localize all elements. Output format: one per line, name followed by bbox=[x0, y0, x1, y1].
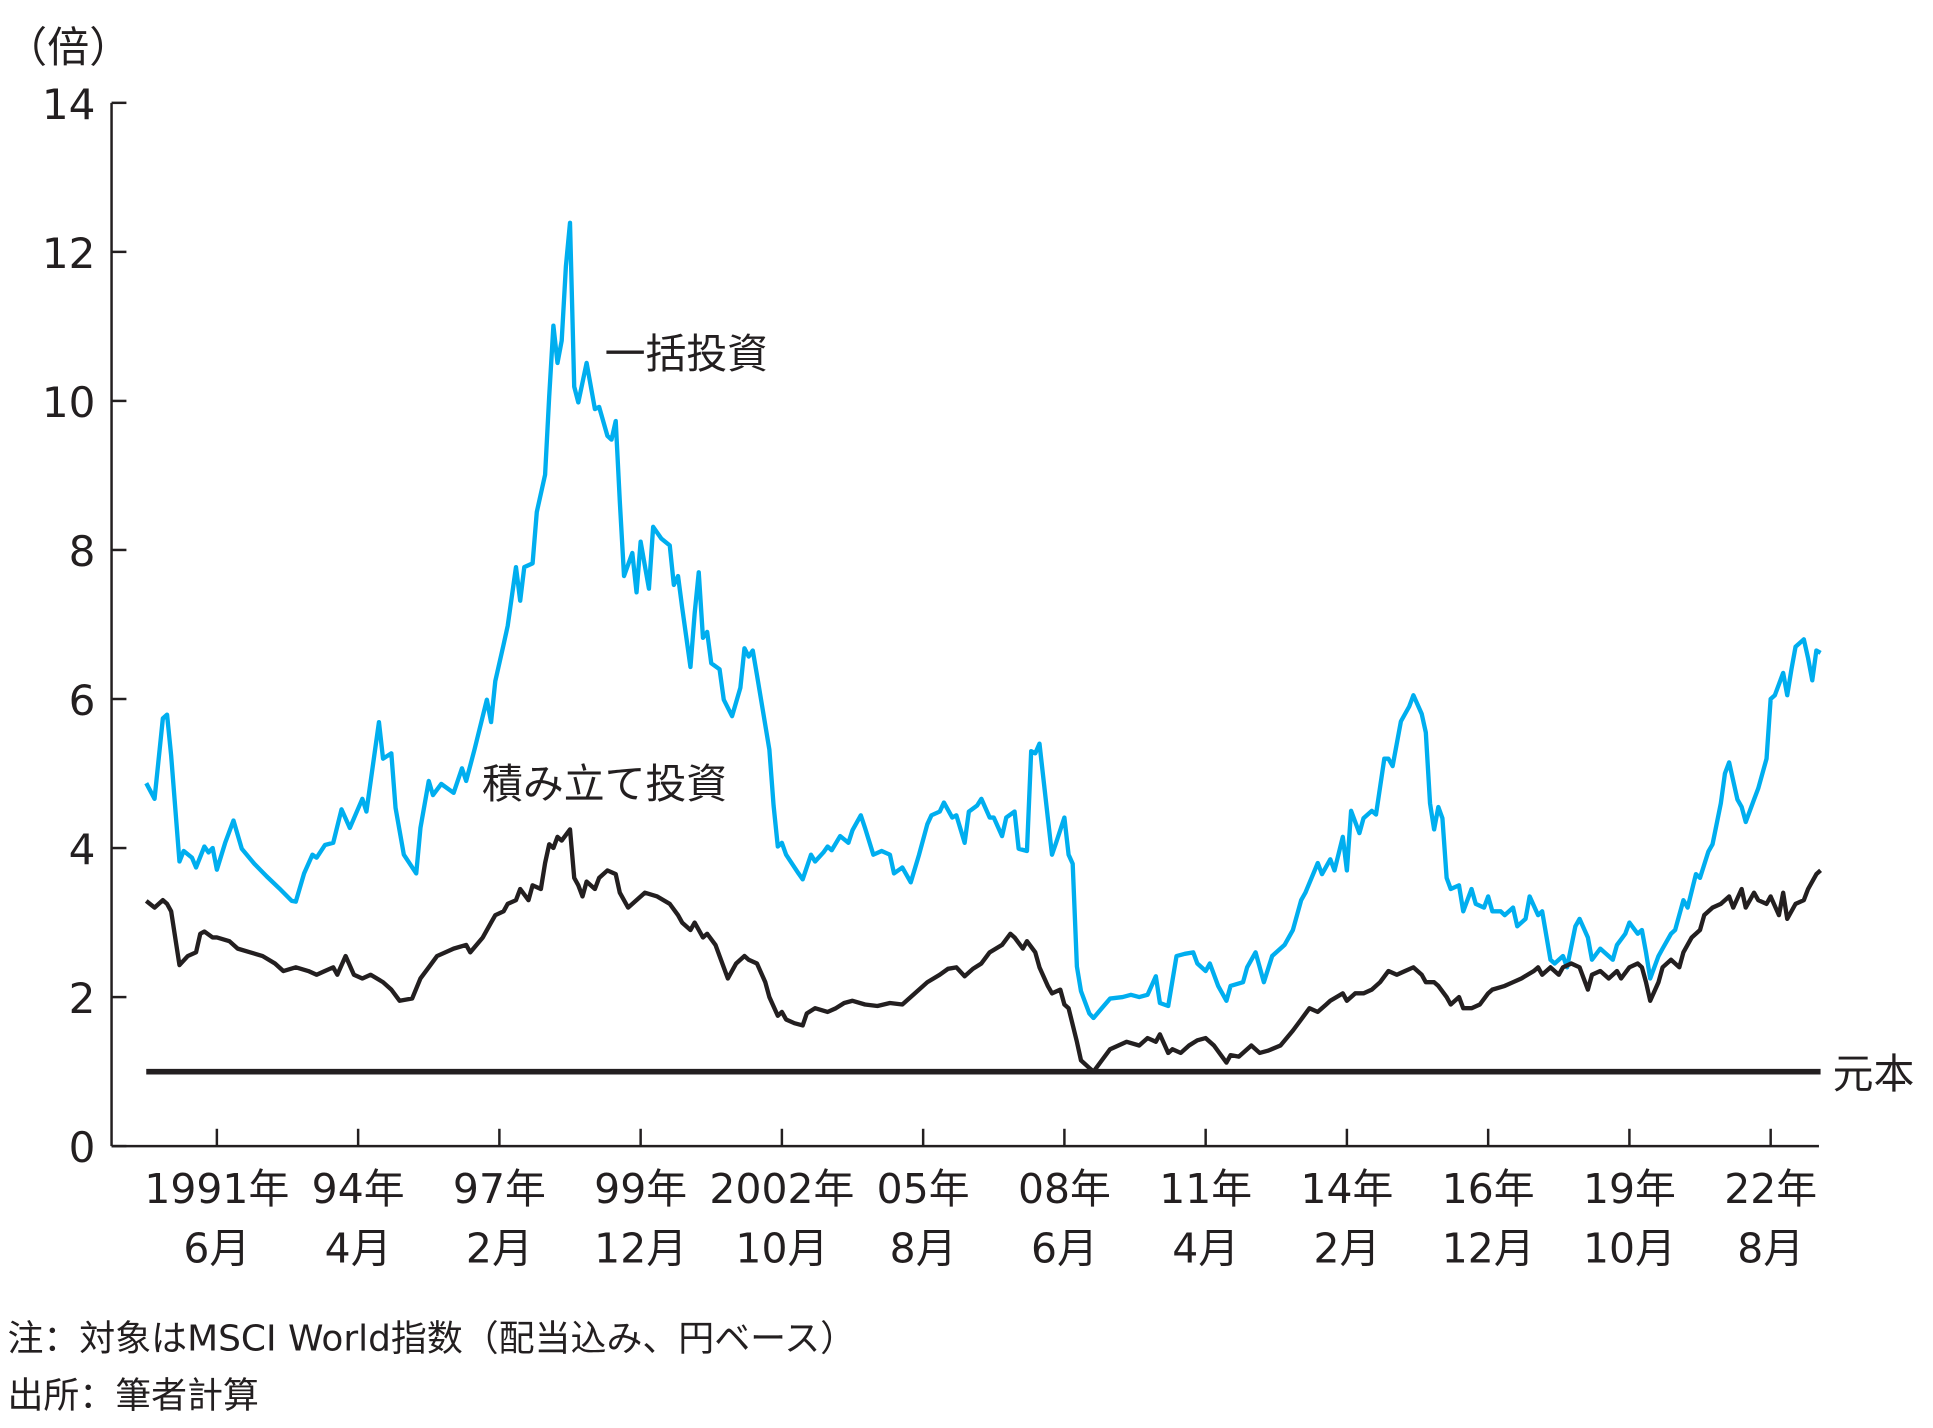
x-tick-label-month: 10月 bbox=[1583, 1225, 1676, 1273]
y-tick-label: 10 bbox=[42, 378, 96, 427]
x-tick-label-month: 12月 bbox=[594, 1225, 687, 1273]
x-tick-label-month: 8月 bbox=[890, 1225, 957, 1273]
y-tick-label: 4 bbox=[69, 825, 96, 874]
footnote: 注：対象はMSCI World指数（配当込み、円ベース） bbox=[7, 1319, 856, 1360]
annotation-principal: 元本 bbox=[1833, 1050, 1915, 1098]
x-tick-label-year: 08年 bbox=[1018, 1165, 1111, 1213]
y-tick-label: 2 bbox=[69, 974, 96, 1023]
x-tick-label-year: 94年 bbox=[312, 1165, 405, 1213]
x-tick-label-month: 4月 bbox=[1172, 1225, 1239, 1273]
x-tick-label-year: 99年 bbox=[594, 1165, 687, 1213]
y-tick-label: 14 bbox=[42, 80, 96, 129]
y-tick-label: 0 bbox=[69, 1123, 96, 1172]
annotation-dca: 積み立て投資 bbox=[482, 760, 727, 808]
annotation-lump-sum: 一括投資 bbox=[605, 330, 769, 378]
x-tick-label-year: 05年 bbox=[877, 1165, 970, 1213]
y-tick-label: 6 bbox=[69, 676, 96, 725]
x-tick-label-month: 2月 bbox=[466, 1225, 533, 1273]
x-tick-label-year: 1991年 bbox=[144, 1165, 289, 1213]
y-axis-unit-label: （倍） bbox=[5, 23, 131, 72]
x-tick-label-month: 6月 bbox=[1031, 1225, 1098, 1273]
source-note: 出所：筆者計算 bbox=[7, 1376, 258, 1417]
series-lump-sum-line bbox=[144, 220, 1822, 1021]
x-tick-label-year: 16年 bbox=[1442, 1165, 1535, 1213]
x-tick-label-year: 14年 bbox=[1300, 1165, 1393, 1213]
x-tick-label-year: 19年 bbox=[1583, 1165, 1676, 1213]
x-tick-label-year: 2002年 bbox=[709, 1165, 854, 1213]
x-tick-label-month: 8月 bbox=[1737, 1225, 1804, 1273]
x-tick-label-year: 11年 bbox=[1159, 1165, 1252, 1213]
y-axis: 0 2 4 6 8 10 12 14 bbox=[42, 80, 127, 1172]
series-dca-line bbox=[144, 827, 1823, 1074]
x-tick-label-year: 97年 bbox=[453, 1165, 546, 1213]
x-tick-label-year: 22年 bbox=[1724, 1165, 1817, 1213]
y-tick-label: 8 bbox=[69, 527, 96, 576]
x-tick-label-month: 6月 bbox=[183, 1225, 250, 1273]
x-tick-label-month: 2月 bbox=[1313, 1225, 1380, 1273]
x-axis: 1991年 6月 94年 4月 97年 2月 99年 12月 2002年 10月 05年 8月 08年 6… bbox=[144, 1128, 1817, 1273]
y-tick-label: 12 bbox=[42, 229, 96, 278]
x-tick-label-month: 12月 bbox=[1442, 1225, 1535, 1273]
x-tick-label-month: 4月 bbox=[325, 1225, 392, 1273]
series-group bbox=[144, 220, 1823, 1075]
x-tick-label-month: 10月 bbox=[735, 1225, 828, 1273]
